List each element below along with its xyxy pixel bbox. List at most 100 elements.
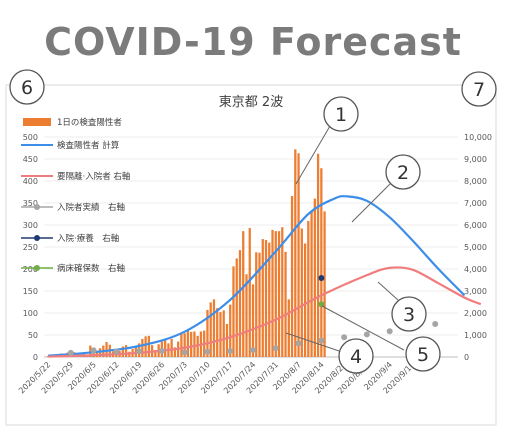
callout-1-circle — [323, 96, 359, 132]
right-tick-label: 6,000 — [464, 221, 487, 230]
series-points — [67, 275, 439, 356]
callout-7-label: 7 — [473, 79, 485, 101]
daily-positive-bar — [154, 349, 157, 357]
legend-label-beds: 病床確保数 右軸 — [57, 263, 125, 274]
page-heading: COVID-19 Forecast — [44, 20, 462, 64]
daily-positive-bar — [173, 347, 177, 357]
series-point-4 — [318, 275, 325, 282]
chart-title: 東京都 2波 — [219, 94, 283, 110]
legend-label-isolation: 要隔離·入院者 右軸 — [57, 171, 130, 182]
daily-positive-bar — [238, 250, 242, 357]
series-point-3 — [250, 346, 256, 353]
daily-positive-bar — [271, 229, 274, 357]
callout-4-leader — [285, 332, 343, 353]
callout-5-label: 5 — [417, 344, 429, 366]
legend-label-positive-calc: 検査陽性者 計算 — [57, 140, 120, 151]
callout-6-label: 6 — [21, 77, 33, 99]
daily-positive-bar — [193, 331, 196, 357]
daily-positive-bar — [300, 228, 303, 357]
daily-positive-bar — [323, 211, 326, 357]
legend-label-treatment: 入院·療養 右軸 — [57, 233, 119, 244]
daily-positive-bar — [294, 149, 297, 357]
daily-positive-bar — [245, 274, 248, 357]
callout-4-circle — [338, 338, 374, 374]
daily-positive-bar — [121, 346, 124, 357]
left-tick-label: 100 — [23, 309, 38, 318]
daily-positive-bar — [264, 239, 268, 357]
daily-positive-bar — [209, 302, 212, 357]
daily-positive-bar — [281, 227, 284, 357]
daily-positive-bar — [297, 153, 300, 357]
series-point-3 — [90, 347, 97, 354]
daily-positive-bar — [235, 258, 238, 357]
daily-positive-bar — [212, 299, 216, 357]
daily-positive-bar — [170, 338, 173, 357]
series-point-3 — [432, 321, 439, 327]
series-point-3 — [227, 348, 234, 355]
series-point-3 — [113, 348, 120, 355]
daily-positive-bar — [242, 231, 245, 357]
callout-2-leader — [351, 183, 391, 223]
right-axis-ticks: 0 1,000 2,000 3,000 4,000 5,000 6,000 7,000 8,00… — [464, 133, 492, 362]
left-tick-label: 400 — [23, 177, 38, 186]
left-axis-ticks: 0 50 100 150 200 250 300 350 400 450 500 — [23, 133, 38, 362]
left-tick-label: 500 — [23, 133, 38, 142]
callout-6-circle — [9, 69, 45, 105]
left-tick-label: 450 — [23, 155, 38, 164]
daily-positive-bar — [248, 228, 251, 357]
right-tick-label: 10,000 — [464, 133, 492, 142]
daily-positive-bar — [222, 310, 225, 357]
callout-5-leader — [321, 305, 405, 351]
right-tick-label: 2,000 — [464, 309, 487, 318]
left-tick-label: 0 — [33, 353, 38, 362]
daily-positive-bar — [183, 333, 186, 357]
series-point-3 — [181, 349, 188, 356]
right-tick-label: 3,000 — [464, 287, 487, 296]
legend-marker-treatment — [34, 235, 40, 241]
daily-positive-bar — [124, 345, 128, 357]
right-tick-label: 7,000 — [464, 199, 487, 208]
right-tick-label: 5,000 — [464, 243, 487, 252]
legend-marker-beds — [34, 265, 40, 271]
callout-3-leader — [377, 281, 399, 301]
left-tick-label: 300 — [23, 221, 38, 230]
daily-positive-bar — [255, 252, 258, 357]
daily-positive-bar — [307, 221, 310, 357]
series-point-3 — [386, 328, 393, 335]
daily-positive-bar — [206, 309, 209, 357]
left-tick-label: 200 — [23, 265, 38, 274]
daily-positive-bar — [141, 338, 144, 357]
daily-positive-bar — [251, 284, 255, 357]
series-point-3 — [295, 340, 302, 347]
daily-positive-bar — [261, 239, 264, 357]
right-tick-label: 8,000 — [464, 177, 487, 186]
daily-positive-bar — [274, 231, 277, 357]
daily-positive-bar — [284, 251, 287, 357]
daily-positive-bar — [290, 195, 294, 357]
daily-positive-bar — [164, 339, 167, 357]
daily-positive-bar — [134, 346, 137, 357]
series-point-3 — [272, 345, 279, 352]
left-tick-label: 150 — [23, 287, 38, 296]
callout-2-label: 2 — [397, 162, 409, 184]
daily-positive-bar — [258, 252, 261, 357]
series-point-3 — [363, 331, 370, 338]
daily-positive-bar — [186, 330, 190, 357]
left-tick-label: 250 — [23, 243, 38, 252]
series-point-3 — [204, 348, 211, 355]
daily-positive-bar — [89, 345, 92, 357]
series-line-1 — [47, 195, 466, 357]
callout-4-label: 4 — [350, 346, 362, 368]
legend: 1日の検査陽性者 検査陽性者 計算 要隔離·入院者 右軸 入院者実績 右軸 入院… — [21, 117, 130, 274]
series-point-3 — [341, 334, 348, 341]
daily-positive-bar — [219, 312, 222, 357]
daily-positive-bar — [320, 168, 323, 357]
daily-positive-bar — [268, 242, 271, 357]
right-tick-label: 9,000 — [464, 155, 487, 164]
daily-positive-bar — [190, 331, 193, 357]
daily-positive-bar — [225, 324, 229, 357]
callout-3-circle — [391, 296, 427, 332]
callouts: 1 2 3 4 5 6 7 — [9, 69, 497, 374]
right-tick-label: 4,000 — [464, 265, 487, 274]
